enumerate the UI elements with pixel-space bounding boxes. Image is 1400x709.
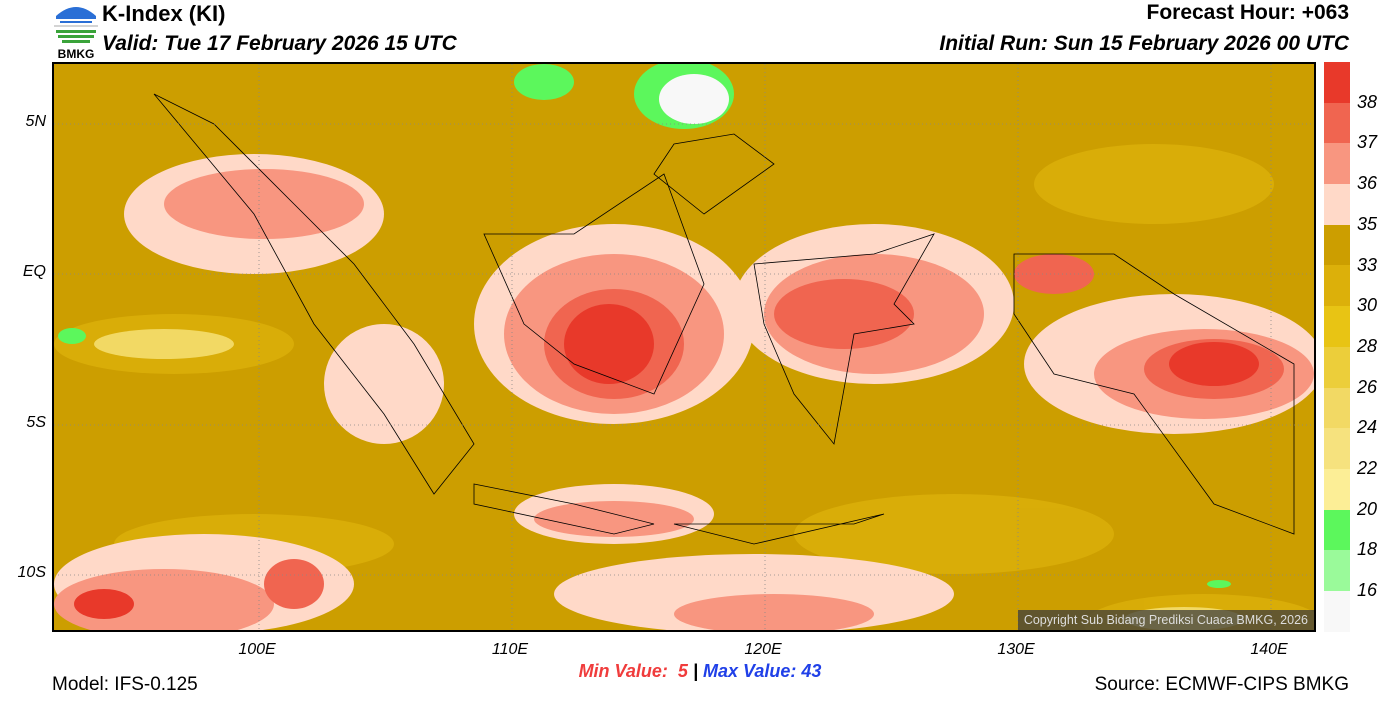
colorbar-swatch [1324, 143, 1350, 185]
svg-text:BMKG: BMKG [58, 47, 95, 60]
colorbar-swatch [1324, 550, 1350, 591]
forecast-hour: Forecast Hour: +063 [1146, 1, 1350, 24]
lat-label-5s: 5S [26, 414, 46, 431]
colorbar-label: 36 [1357, 173, 1378, 194]
colorbar-label: 28 [1357, 335, 1378, 356]
max-value: 43 [801, 661, 822, 681]
lon-label-100e: 100E [238, 641, 276, 658]
lat-label-eq: EQ [22, 263, 46, 280]
lon-label-140e: 140E [1250, 641, 1288, 658]
copyright-notice: Copyright Sub Bidang Prediksi Cuaca BMKG… [1017, 610, 1314, 630]
map-title: K-Index (KI) [102, 1, 226, 26]
lat-label-5n: 5N [25, 113, 46, 130]
colorbar-swatch [1324, 468, 1350, 510]
colorbar-label: 20 [1357, 498, 1378, 519]
bmkg-logo: BMKG [52, 2, 100, 61]
lon-label-120e: 120E [744, 641, 782, 658]
colorbar-swatch [1324, 184, 1350, 225]
source-label: Source: ECMWF-CIPS BMKG [1094, 674, 1349, 695]
colorbar-label: 30 [1357, 295, 1378, 316]
colorbar-label: 16 [1357, 580, 1378, 601]
colorbar-swatch [1324, 265, 1350, 307]
colorbar-swatch [1324, 509, 1350, 551]
colorbar-swatch [1324, 306, 1350, 347]
lon-label-110e: 110E [491, 641, 529, 658]
lat-label-10s: 10S [17, 564, 46, 581]
colorbar-label: 35 [1357, 213, 1378, 234]
stats-separator: | [692, 661, 698, 681]
colorbar-label: 18 [1357, 539, 1378, 560]
initial-run: Initial Run: Sun 15 February 2026 00 UTC [939, 32, 1349, 55]
contour-field [54, 64, 1314, 630]
colorbar-swatch [1324, 387, 1350, 429]
colorbar-label: 37 [1357, 132, 1378, 153]
colorbar-swatch [1324, 428, 1350, 469]
colorbar-label: 24 [1357, 417, 1378, 438]
colorbar-swatch [1324, 62, 1350, 103]
valid-time: Valid: Tue 17 February 2026 15 UTC [102, 32, 457, 55]
colorbar [1324, 62, 1350, 632]
min-value: 5 [677, 661, 688, 681]
colorbar-swatch [1324, 346, 1350, 388]
colorbar-label: 33 [1357, 254, 1378, 275]
colorbar-swatch [1324, 224, 1350, 266]
max-label: Max Value: [703, 661, 797, 681]
min-label: Min Value: [578, 661, 668, 681]
colorbar-label: 22 [1357, 458, 1378, 478]
lon-label-130e: 130E [997, 641, 1035, 658]
colorbar-swatch [1324, 102, 1350, 144]
colorbar-swatch [1324, 590, 1350, 632]
k-index-map [52, 62, 1316, 632]
colorbar-label: 26 [1357, 376, 1378, 397]
colorbar-label: 38 [1357, 91, 1378, 112]
min-max-stats: Min Value: 5 | Max Value: 43 [0, 661, 1400, 682]
model-label: Model: IFS-0.125 [52, 674, 198, 695]
